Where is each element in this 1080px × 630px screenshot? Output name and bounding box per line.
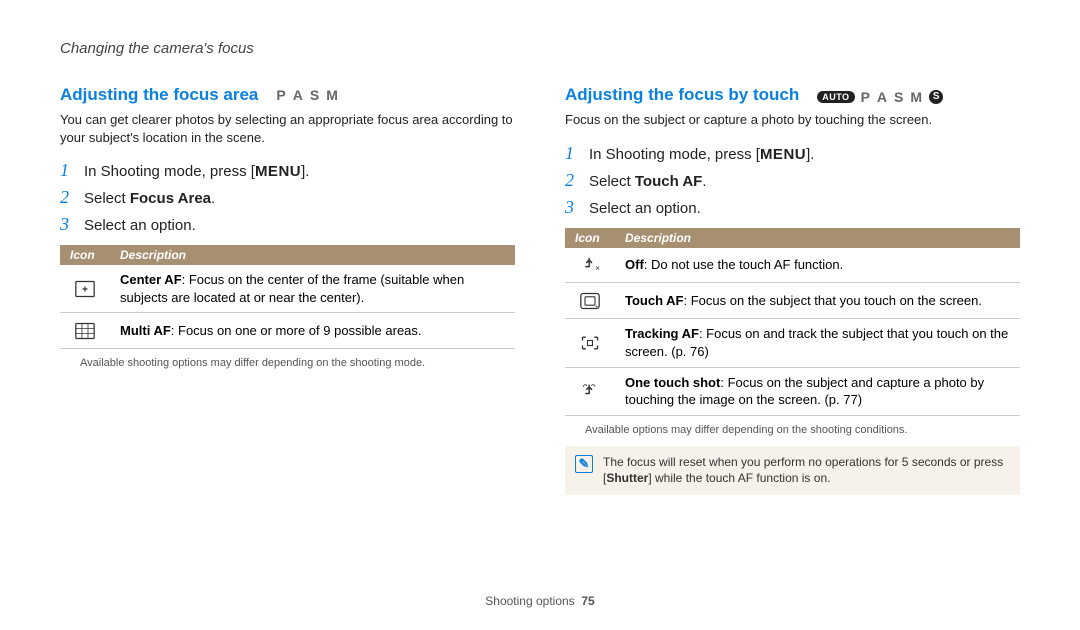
off-icon: ✕ — [565, 248, 615, 283]
step-text-bold: Touch AF — [635, 173, 703, 190]
step-text: Select Focus Area. — [84, 190, 215, 207]
right-step-2: 2 Select Touch AF. — [565, 170, 1020, 191]
left-mode-badges: P A S M — [276, 87, 338, 103]
desc-rest: : Do not use the touch AF function. — [644, 257, 843, 272]
step-text-a: In Shooting mode, press [ — [84, 163, 255, 180]
right-footnote: Available options may differ depending o… — [565, 424, 1020, 436]
svg-text:✕: ✕ — [595, 266, 600, 273]
desc-bold: Tracking AF — [625, 326, 699, 341]
multi-af-icon — [60, 313, 110, 349]
footer-page-number: 75 — [581, 594, 594, 608]
table-row: + Touch AF: Focus on the subject that yo… — [565, 283, 1020, 319]
left-intro: You can get clearer photos by selecting … — [60, 111, 515, 146]
desc-rest: : Focus on the subject that you touch on… — [684, 293, 982, 308]
desc-bold: One touch shot — [625, 375, 720, 390]
center-af-icon — [60, 265, 110, 313]
step-text-b: ]. — [301, 163, 309, 180]
desc-bold: Multi AF — [120, 323, 171, 338]
right-step-3: 3 Select an option. — [565, 197, 1020, 218]
tracking-af-icon — [565, 319, 615, 367]
left-steps: 1 In Shooting mode, press [MENU]. 2 Sele… — [60, 160, 515, 235]
right-step-1: 1 In Shooting mode, press [MENU]. — [565, 143, 1020, 164]
mode-s: S — [310, 87, 320, 103]
page-header: Changing the camera's focus — [60, 40, 1020, 57]
note-text: The focus will reset when you perform no… — [603, 454, 1010, 488]
left-options-table: Icon Description Center AF: Focus on the… — [60, 245, 515, 349]
tracking-af-desc: Tracking AF: Focus on and track the subj… — [615, 319, 1020, 367]
menu-glyph: MENU — [760, 146, 806, 163]
left-step-2: 2 Select Focus Area. — [60, 187, 515, 208]
touch-af-icon: + — [565, 283, 615, 319]
step-number: 3 — [60, 214, 74, 235]
step-text-b: . — [211, 190, 215, 207]
desc-bold: Center AF — [120, 272, 182, 287]
th-icon: Icon — [565, 228, 615, 248]
step-text-a: Select — [589, 173, 635, 190]
mode-m: M — [910, 89, 923, 105]
right-heading: Adjusting the focus by touch AUTO P A S … — [565, 85, 1020, 105]
step-text: In Shooting mode, press [MENU]. — [589, 146, 814, 163]
table-row: One touch shot: Focus on the subject and… — [565, 367, 1020, 415]
step-number: 1 — [565, 143, 579, 164]
left-heading: Adjusting the focus area P A S M — [60, 85, 515, 105]
menu-glyph: MENU — [255, 163, 301, 180]
note-icon: ✎ — [575, 455, 593, 473]
right-steps: 1 In Shooting mode, press [MENU]. 2 Sele… — [565, 143, 1020, 218]
content-columns: Adjusting the focus area P A S M You can… — [60, 85, 1020, 495]
mode-m: M — [326, 87, 339, 103]
left-step-3: 3 Select an option. — [60, 214, 515, 235]
right-mode-badges: AUTO P A S M S — [817, 89, 943, 105]
desc-bold: Touch AF — [625, 293, 684, 308]
step-number: 3 — [565, 197, 579, 218]
step-text-a: Select — [84, 190, 130, 207]
table-row: Multi AF: Focus on one or more of 9 poss… — [60, 313, 515, 349]
center-af-desc: Center AF: Focus on the center of the fr… — [110, 265, 515, 313]
desc-bold: Off — [625, 257, 644, 272]
table-row: Center AF: Focus on the center of the fr… — [60, 265, 515, 313]
step-text-bold: Focus Area — [130, 190, 211, 207]
svg-text:+: + — [595, 305, 599, 311]
step-number: 2 — [60, 187, 74, 208]
touch-af-desc: Touch AF: Focus on the subject that you … — [615, 283, 1020, 319]
note-text-b: ] while the touch AF function is on. — [648, 471, 830, 485]
one-touch-shot-desc: One touch shot: Focus on the subject and… — [615, 367, 1020, 415]
mode-p: P — [276, 87, 286, 103]
step-text: Select an option. — [84, 217, 196, 234]
th-icon: Icon — [60, 245, 110, 265]
step-text-a: In Shooting mode, press [ — [589, 146, 760, 163]
th-desc: Description — [110, 245, 515, 265]
left-step-1: 1 In Shooting mode, press [MENU]. — [60, 160, 515, 181]
desc-rest: : Focus on one or more of 9 possible are… — [171, 323, 422, 338]
mode-a: A — [293, 87, 304, 103]
mode-smart-pill: S — [929, 90, 943, 104]
th-desc: Description — [615, 228, 1020, 248]
step-text: Select an option. — [589, 200, 701, 217]
mode-p: P — [861, 89, 871, 105]
step-text: In Shooting mode, press [MENU]. — [84, 163, 309, 180]
step-text-b: ]. — [806, 146, 814, 163]
table-row: ✕ Off: Do not use the touch AF function. — [565, 248, 1020, 283]
step-number: 1 — [60, 160, 74, 181]
mode-auto-pill: AUTO — [817, 91, 854, 103]
note-box: ✎ The focus will reset when you perform … — [565, 446, 1020, 496]
step-text: Select Touch AF. — [589, 173, 707, 190]
right-column: Adjusting the focus by touch AUTO P A S … — [565, 85, 1020, 495]
left-column: Adjusting the focus area P A S M You can… — [60, 85, 515, 495]
table-row: Tracking AF: Focus on and track the subj… — [565, 319, 1020, 367]
multi-af-desc: Multi AF: Focus on one or more of 9 poss… — [110, 313, 515, 349]
left-title: Adjusting the focus area — [60, 85, 258, 105]
note-text-bold: Shutter — [606, 471, 648, 485]
right-intro: Focus on the subject or capture a photo … — [565, 111, 1020, 129]
one-touch-shot-icon — [565, 367, 615, 415]
step-text-b: . — [702, 173, 706, 190]
page-footer: Shooting options 75 — [0, 594, 1080, 608]
mode-s: S — [894, 89, 904, 105]
off-desc: Off: Do not use the touch AF function. — [615, 248, 1020, 283]
left-footnote: Available shooting options may differ de… — [60, 357, 515, 369]
mode-a: A — [877, 89, 888, 105]
right-title: Adjusting the focus by touch — [565, 85, 799, 105]
footer-section: Shooting options — [485, 594, 574, 608]
right-options-table: Icon Description ✕ Off: Do not use the t… — [565, 228, 1020, 416]
step-number: 2 — [565, 170, 579, 191]
